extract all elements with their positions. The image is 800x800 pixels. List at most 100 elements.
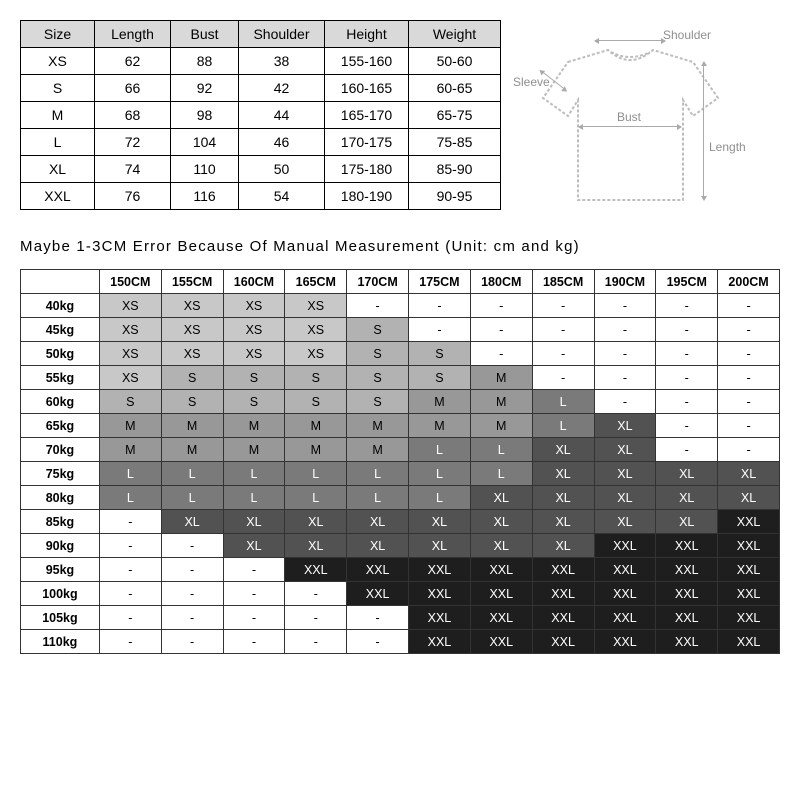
matrix-cell: - — [470, 342, 532, 366]
matrix-cell: - — [594, 342, 656, 366]
matrix-cell: XS — [223, 294, 285, 318]
matrix-cell: M — [409, 414, 471, 438]
matrix-cell: M — [470, 414, 532, 438]
matrix-cell: - — [161, 630, 223, 654]
size-table-cell: 38 — [239, 48, 325, 75]
matrix-cell: - — [594, 318, 656, 342]
matrix-cell: XL — [223, 534, 285, 558]
size-table-cell: 46 — [239, 129, 325, 156]
matrix-cell: - — [161, 534, 223, 558]
matrix-cell: L — [532, 390, 594, 414]
matrix-cell: - — [99, 630, 161, 654]
size-table-cell: 66 — [95, 75, 171, 102]
matrix-cell: XXL — [470, 582, 532, 606]
matrix-col-header: 180CM — [470, 270, 532, 294]
matrix-cell: - — [718, 438, 780, 462]
label-length: Length — [709, 140, 746, 154]
size-table-cell: 50 — [239, 156, 325, 183]
size-table-cell: 65-75 — [409, 102, 501, 129]
matrix-cell: - — [594, 294, 656, 318]
size-table-cell: 180-190 — [325, 183, 409, 210]
size-table-cell: 104 — [171, 129, 239, 156]
size-table-cell: 85-90 — [409, 156, 501, 183]
matrix-cell: - — [161, 582, 223, 606]
matrix-cell: - — [223, 630, 285, 654]
matrix-cell: - — [347, 606, 409, 630]
size-table-cell: XXL — [21, 183, 95, 210]
matrix-cell: XXL — [347, 582, 409, 606]
matrix-cell: XXL — [409, 630, 471, 654]
matrix-cell: XXL — [532, 582, 594, 606]
matrix-cell: XXL — [718, 558, 780, 582]
matrix-cell: XXL — [409, 558, 471, 582]
size-table-cell: 76 — [95, 183, 171, 210]
matrix-cell: XL — [532, 462, 594, 486]
matrix-cell: - — [718, 414, 780, 438]
matrix-cell: M — [161, 438, 223, 462]
matrix-col-header: 155CM — [161, 270, 223, 294]
matrix-cell: XS — [161, 318, 223, 342]
matrix-cell: XXL — [718, 606, 780, 630]
size-table-cell: 170-175 — [325, 129, 409, 156]
matrix-row-header: 50kg — [21, 342, 100, 366]
matrix-cell: L — [99, 486, 161, 510]
matrix-cell: L — [409, 486, 471, 510]
matrix-row-header: 75kg — [21, 462, 100, 486]
matrix-cell: - — [99, 606, 161, 630]
matrix-cell: XS — [99, 318, 161, 342]
matrix-row-header: 95kg — [21, 558, 100, 582]
size-table-header: Weight — [409, 21, 501, 48]
matrix-row-header: 85kg — [21, 510, 100, 534]
matrix-cell: - — [718, 318, 780, 342]
matrix-cell: M — [99, 438, 161, 462]
size-table-cell: 98 — [171, 102, 239, 129]
matrix-cell: XL — [532, 510, 594, 534]
matrix-cell: L — [409, 462, 471, 486]
size-table-cell: 160-165 — [325, 75, 409, 102]
matrix-cell: XXL — [656, 534, 718, 558]
matrix-row-header: 65kg — [21, 414, 100, 438]
matrix-cell: XL — [223, 510, 285, 534]
size-table-cell: 74 — [95, 156, 171, 183]
matrix-cell: XXL — [718, 534, 780, 558]
matrix-cell: S — [409, 342, 471, 366]
matrix-cell: L — [99, 462, 161, 486]
matrix-cell: S — [347, 342, 409, 366]
matrix-row-header: 60kg — [21, 390, 100, 414]
matrix-cell: XL — [594, 414, 656, 438]
matrix-cell: S — [409, 366, 471, 390]
matrix-cell: - — [99, 510, 161, 534]
size-table-cell: 155-160 — [325, 48, 409, 75]
matrix-cell: L — [285, 486, 347, 510]
matrix-cell: XL — [347, 510, 409, 534]
matrix-cell: XS — [99, 366, 161, 390]
measurement-note: Maybe 1-3CM Error Because Of Manual Meas… — [20, 238, 780, 255]
matrix-cell: - — [285, 582, 347, 606]
size-table-cell: 50-60 — [409, 48, 501, 75]
size-table-cell: 62 — [95, 48, 171, 75]
matrix-cell: S — [223, 366, 285, 390]
matrix-cell: XL — [718, 462, 780, 486]
matrix-cell: - — [718, 390, 780, 414]
matrix-row-header: 70kg — [21, 438, 100, 462]
label-sleeve: Sleeve — [513, 75, 550, 89]
matrix-cell: XL — [594, 462, 656, 486]
matrix-cell: S — [347, 318, 409, 342]
matrix-cell: M — [409, 390, 471, 414]
matrix-row-header: 45kg — [21, 318, 100, 342]
size-table-cell: 175-180 — [325, 156, 409, 183]
matrix-cell: XL — [656, 510, 718, 534]
size-table-header: Bust — [171, 21, 239, 48]
size-table-cell: 72 — [95, 129, 171, 156]
label-bust: Bust — [617, 110, 641, 124]
size-table-header: Size — [21, 21, 95, 48]
matrix-cell: L — [347, 462, 409, 486]
matrix-cell: - — [532, 294, 594, 318]
matrix-cell: - — [409, 318, 471, 342]
matrix-cell: - — [656, 438, 718, 462]
matrix-cell: XL — [594, 438, 656, 462]
matrix-cell: XL — [161, 510, 223, 534]
matrix-cell: XL — [532, 438, 594, 462]
size-table-cell: 42 — [239, 75, 325, 102]
matrix-cell: XL — [285, 534, 347, 558]
